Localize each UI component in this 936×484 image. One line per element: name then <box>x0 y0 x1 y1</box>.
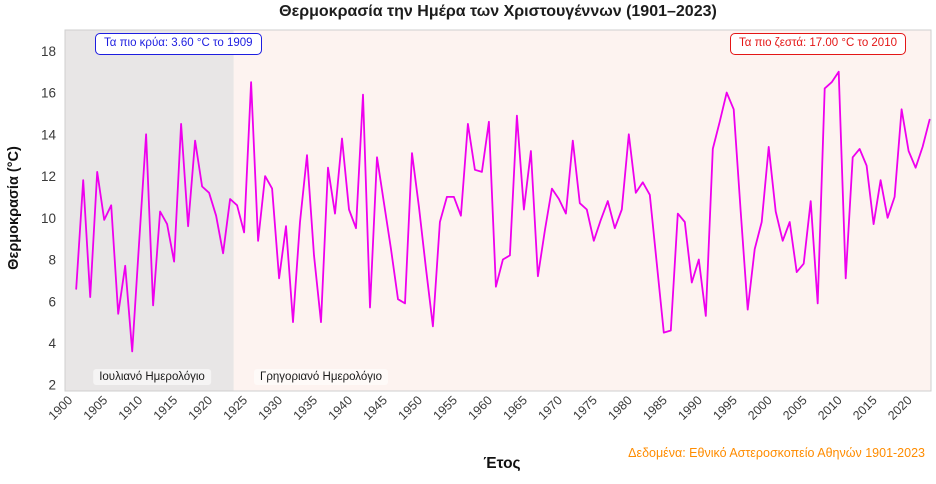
data-source-note: Δεδομένα: Εθνικό Αστεροσκοπείο Αθηνών 19… <box>628 446 925 460</box>
x-axis-label: Έτος <box>483 455 521 472</box>
x-tick-label: 2000 <box>745 393 775 423</box>
x-tick-label: 2005 <box>780 393 810 423</box>
x-tick-label: 1940 <box>326 393 356 423</box>
y-tick-label: 12 <box>41 169 56 184</box>
y-tick-label: 8 <box>48 253 56 268</box>
coldest-annotation: Τα πιο κρύα: 3.60 °C το 1909 <box>95 33 262 55</box>
x-tick-label: 1960 <box>465 393 495 423</box>
x-tick-label: 1965 <box>500 393 530 423</box>
y-tick-label: 10 <box>41 211 56 226</box>
x-tick-label: 1945 <box>361 393 391 423</box>
x-tick-label: 1955 <box>430 393 460 423</box>
x-tick-label: 1905 <box>81 393 111 423</box>
x-tick-label: 1985 <box>640 393 670 423</box>
x-tick-label: 1900 <box>46 393 76 423</box>
y-tick-label: 6 <box>48 294 56 309</box>
x-tick-label: 1975 <box>570 393 600 423</box>
x-tick-label: 1930 <box>256 393 286 423</box>
y-tick-label: 14 <box>41 127 57 142</box>
y-tick-label: 4 <box>48 336 56 351</box>
x-tick-label: 1925 <box>221 393 251 423</box>
x-tick-label: 1980 <box>605 393 635 423</box>
julian-calendar-label: Ιουλιανό Ημερολόγιο <box>93 369 211 385</box>
temperature-line <box>75 70 931 353</box>
x-tick-label: 1910 <box>116 393 146 423</box>
x-tick-label: 2020 <box>885 393 915 423</box>
x-tick-label: 1990 <box>675 393 705 423</box>
hottest-annotation: Τα πιο ζεστά: 17.00 °C το 2010 <box>729 33 906 55</box>
x-tick-label: 1920 <box>186 393 216 423</box>
x-tick-label: 2015 <box>850 393 880 423</box>
x-tick-label: 2010 <box>815 393 845 423</box>
y-tick-label: 2 <box>48 378 56 393</box>
gregorian-calendar-label: Γρηγοριανό Ημερολόγιο <box>254 369 388 385</box>
x-tick-label: 1950 <box>396 393 426 423</box>
y-axis-label: Θερμοκρασία (°C) <box>6 146 22 270</box>
x-tick-label: 1915 <box>151 393 181 423</box>
x-tick-label: 1935 <box>291 393 321 423</box>
chart-title: Θερμοκρασία την Ημέρα των Χριστουγέννων … <box>279 3 717 20</box>
x-tick-label: 1970 <box>535 393 565 423</box>
x-tick-label: 1995 <box>710 393 740 423</box>
plot-border <box>64 29 932 392</box>
y-tick-label: 16 <box>41 86 56 101</box>
y-tick-label: 18 <box>41 44 56 59</box>
